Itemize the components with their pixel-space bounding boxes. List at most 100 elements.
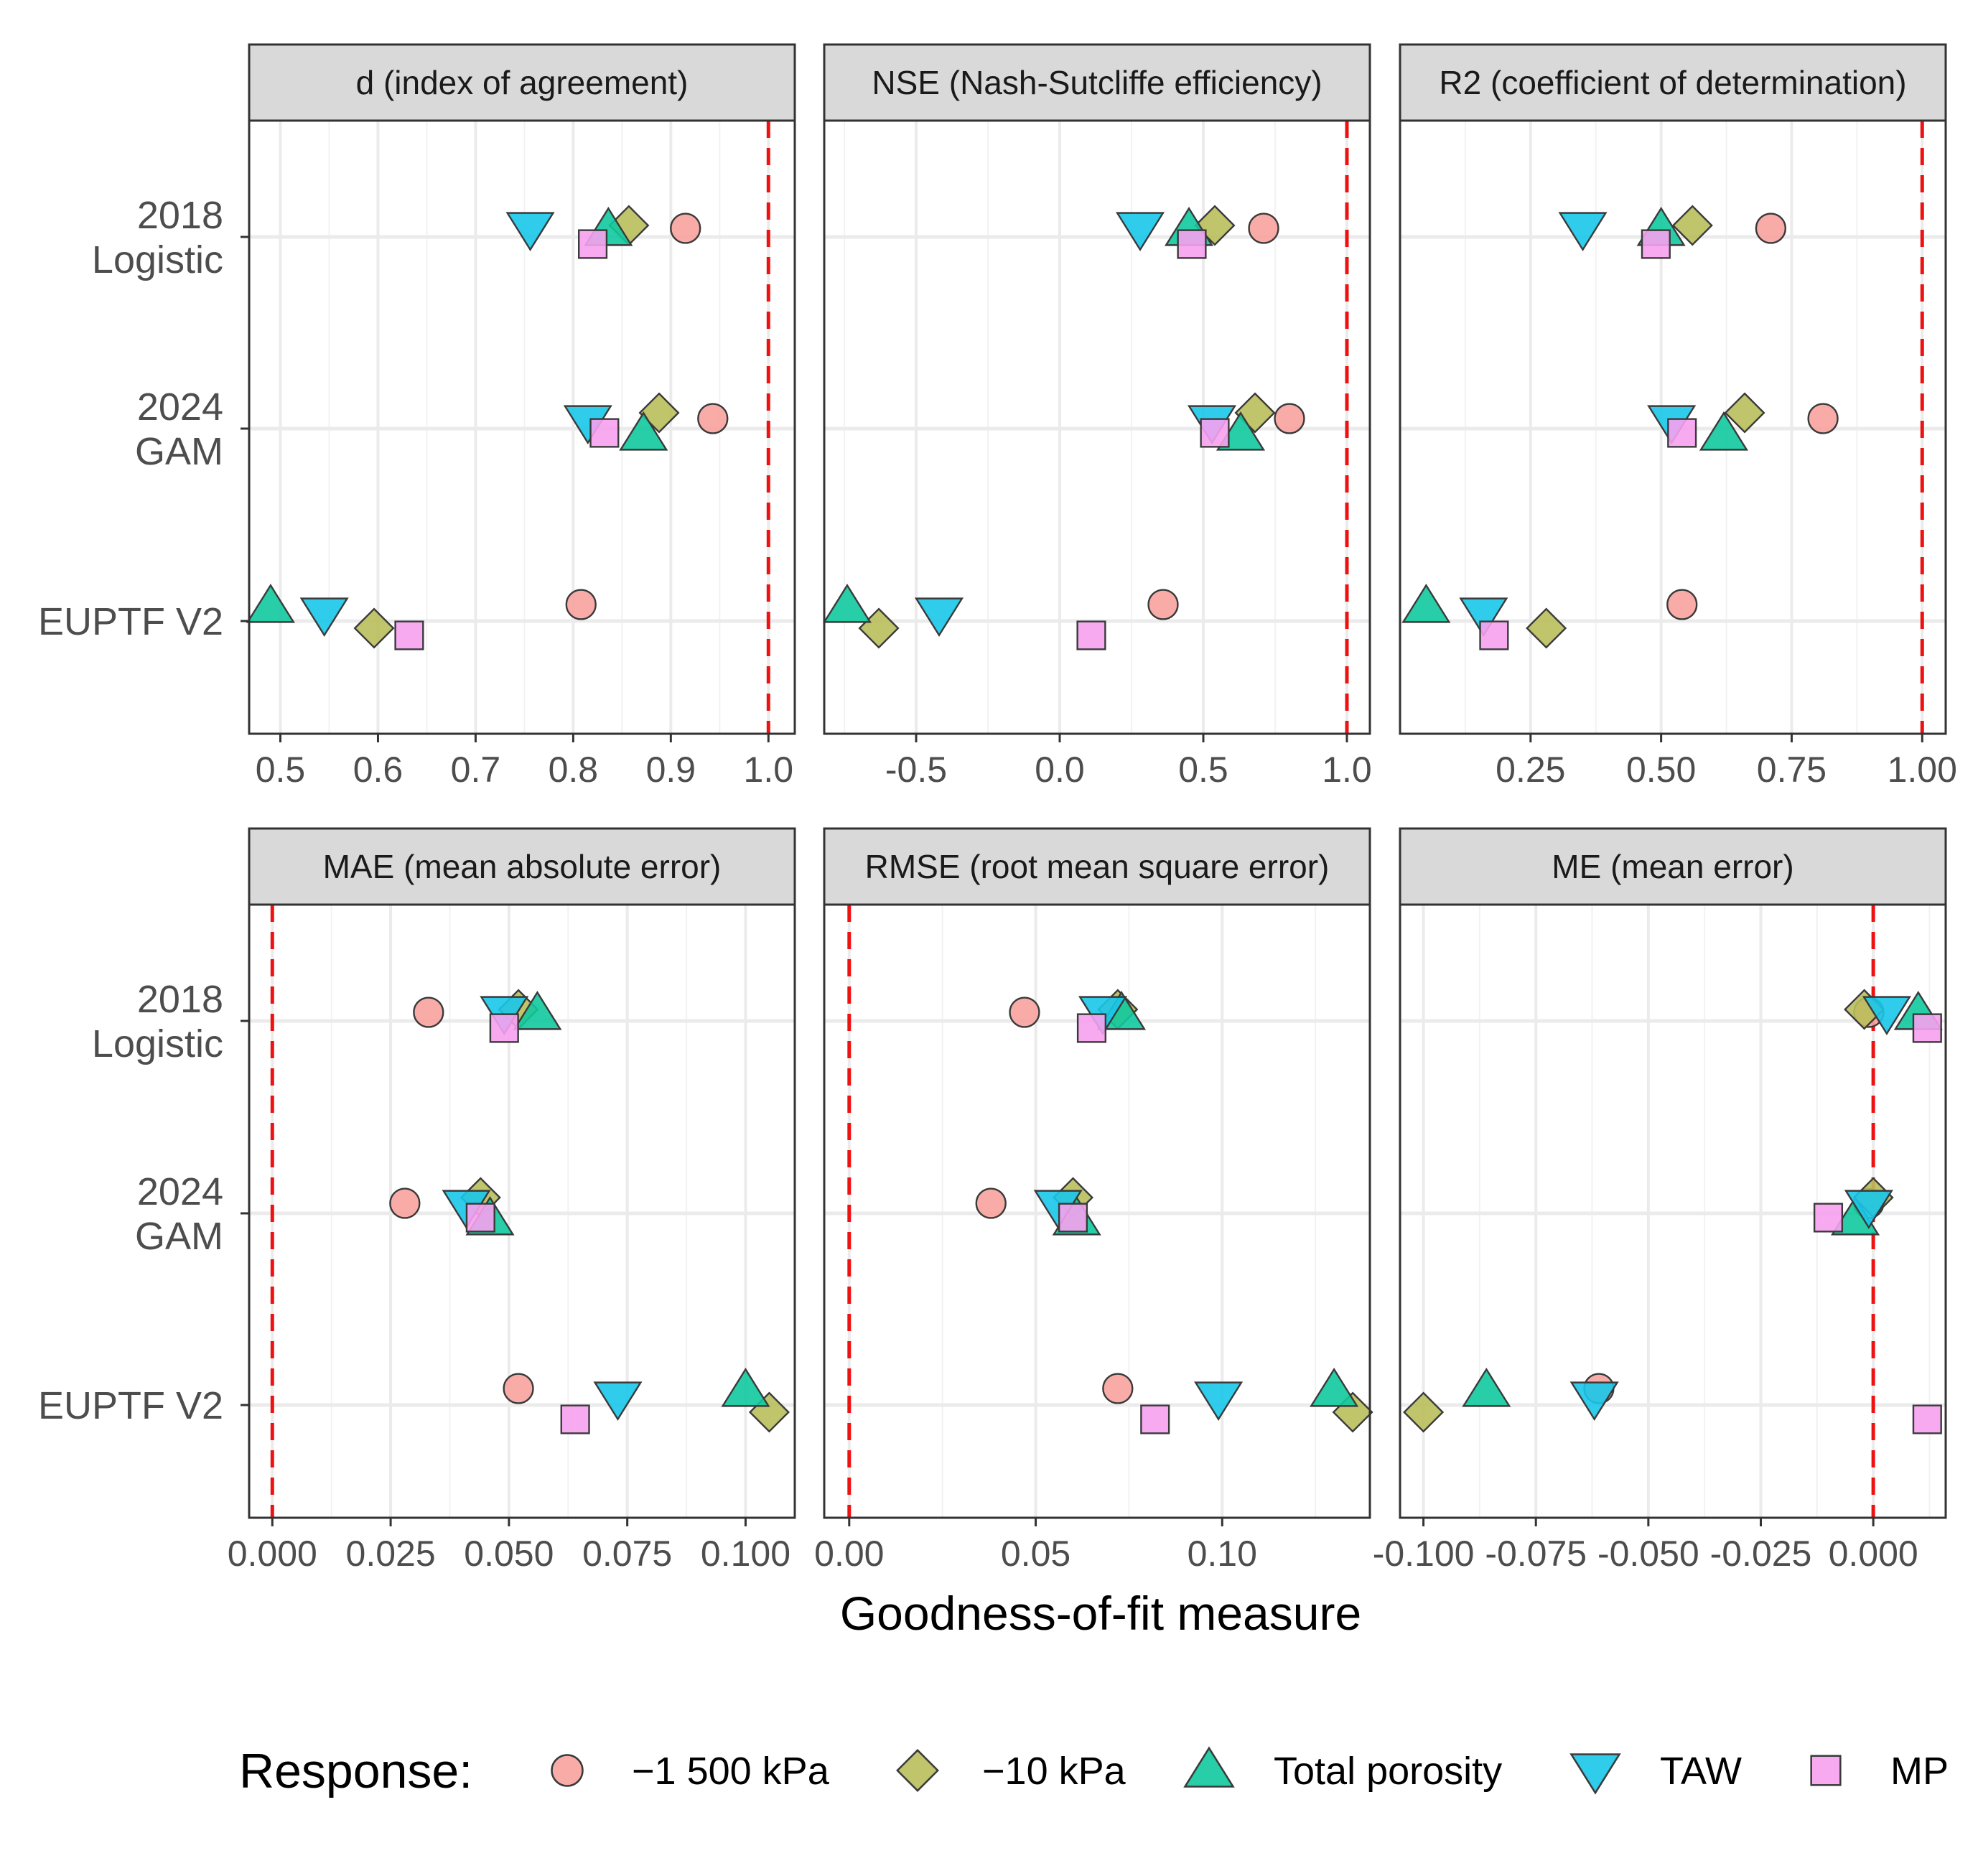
- point-1-500-kpa-1: [670, 213, 701, 244]
- panel-nse: NSE (Nash-Sutcliffe efficiency) -0.5 0.0 0.…: [822, 43, 1372, 790]
- point-taw-1: [505, 212, 555, 251]
- panel-d: d (index of agreement) 0.5 0.6 0.7 0.8 0.9 1.0…: [38, 43, 796, 790]
- point-1-500-kpa-2: [1274, 403, 1305, 434]
- panel-border: [823, 903, 1371, 1519]
- point-total-porosity-3: [1310, 1368, 1359, 1407]
- panel-strip: [1399, 827, 1947, 906]
- point-total-porosity-3: [246, 584, 295, 623]
- legend-label: MP: [1890, 1750, 1949, 1793]
- x-tick-label: 0.00: [814, 1534, 884, 1574]
- point-mp-3: [1140, 1404, 1170, 1434]
- point-mp-3: [1076, 620, 1106, 650]
- point-mp-1: [1641, 229, 1671, 259]
- point-total-porosity-1: [513, 991, 562, 1030]
- x-tick-label: 0.000: [1829, 1534, 1918, 1574]
- panel-title: MAE (mean absolute error): [323, 848, 722, 885]
- panel-title: RMSE (root mean square error): [865, 848, 1330, 885]
- x-tick-label: 0.5: [1178, 750, 1228, 790]
- legend-key-10-kpa: [896, 1749, 939, 1792]
- panel-r2: R2 (coefficient of determination) 0.25 0.5…: [1399, 43, 1957, 790]
- point-1-500-kpa-3: [1666, 589, 1698, 620]
- x-tick-label: 0.9: [646, 750, 696, 790]
- legend-label: Total porosity: [1274, 1750, 1502, 1793]
- point-1-500-kpa-3: [503, 1373, 534, 1404]
- legend-key-total-porosity: [1183, 1746, 1235, 1788]
- point-10-kpa-2: [638, 392, 680, 434]
- x-tick-label: 0.025: [346, 1534, 436, 1574]
- point-1-500-kpa-2: [697, 403, 729, 434]
- point-1-500-kpa-1: [413, 997, 444, 1028]
- legend-key-mp: [1810, 1755, 1842, 1786]
- panel-me: ME (mean error) -0.100 -0.075 -0.050 -0.025 0…: [1373, 827, 1947, 1574]
- point-mp-2: [1058, 1203, 1088, 1233]
- point-10-kpa-2: [1724, 392, 1765, 434]
- point-1-500-kpa-1: [1248, 213, 1279, 244]
- point-taw-3: [1569, 1381, 1619, 1421]
- point-mp-2: [465, 1203, 495, 1233]
- panel-strip: [248, 827, 796, 906]
- legend-label: −1 500 kPa: [632, 1750, 830, 1793]
- point-taw-3: [299, 597, 349, 637]
- x-tick-label: 0.050: [464, 1534, 554, 1574]
- panel-border: [1399, 903, 1947, 1519]
- legend-item-mp: MP: [1810, 1750, 1949, 1793]
- x-tick-label: 0.50: [1626, 750, 1696, 790]
- point-mp-3: [1912, 1404, 1942, 1434]
- point-mp-2: [1667, 418, 1697, 448]
- point-10-kpa-1: [1671, 205, 1713, 246]
- x-tick-label: 0.5: [256, 750, 306, 790]
- x-tick-label: 0.0: [1035, 750, 1085, 790]
- y-tick-label: 2018 Logistic: [92, 978, 223, 1065]
- point-total-porosity-2: [619, 411, 668, 451]
- point-total-porosity-3: [822, 584, 872, 623]
- y-tick-label: 2018 Logistic: [92, 194, 223, 281]
- panel-title: ME (mean error): [1552, 848, 1793, 885]
- point-mp-3: [1479, 620, 1509, 650]
- point-total-porosity-3: [1401, 584, 1451, 623]
- point-mp-2: [1200, 418, 1230, 448]
- point-1-500-kpa-3: [1147, 589, 1179, 620]
- legend-key-taw: [1569, 1753, 1621, 1795]
- x-tick-label: 1.0: [1322, 750, 1372, 790]
- x-tick-label: -0.025: [1710, 1534, 1812, 1574]
- point-1-500-kpa-3: [1102, 1373, 1134, 1404]
- panel-title: R2 (coefficient of determination): [1439, 64, 1906, 101]
- legend-item-10-kpa: −10 kPa: [896, 1749, 1126, 1793]
- point-mp-2: [1813, 1203, 1844, 1233]
- point-mp-1: [1076, 1013, 1107, 1043]
- legend-label: TAW: [1660, 1750, 1742, 1793]
- panel-strip: [823, 43, 1371, 122]
- x-axis-title: Goodness-of-fit measure: [840, 1587, 1361, 1640]
- point-mp-1: [489, 1013, 519, 1043]
- y-tick-label: 2024 GAM: [135, 1170, 223, 1258]
- panel-title: d (index of agreement): [356, 64, 689, 101]
- panel-strip: [823, 827, 1371, 906]
- y-tick-label: EUPTF V2: [38, 600, 223, 643]
- point-mp-3: [560, 1404, 590, 1434]
- point-total-porosity-3: [1462, 1368, 1511, 1407]
- x-tick-label: 0.000: [228, 1534, 317, 1574]
- point-total-porosity-3: [721, 1368, 770, 1407]
- y-tick-label: 2024 GAM: [135, 386, 223, 473]
- point-mp-1: [1177, 229, 1207, 259]
- panel-border: [248, 903, 796, 1519]
- point-mp-3: [394, 620, 424, 650]
- x-tick-label: 0.10: [1188, 1534, 1257, 1574]
- panel-title: NSE (Nash-Sutcliffe efficiency): [872, 64, 1322, 101]
- legend-key-1-500-kpa: [551, 1754, 584, 1787]
- point-1-500-kpa-2: [389, 1187, 421, 1219]
- x-tick-label: -0.050: [1597, 1534, 1699, 1574]
- x-tick-label: 0.8: [549, 750, 599, 790]
- point-10-kpa-3: [1526, 607, 1567, 649]
- point-taw-1: [1115, 212, 1165, 251]
- y-tick-label: EUPTF V2: [38, 1384, 223, 1427]
- x-tick-label: 0.05: [1001, 1534, 1070, 1574]
- point-1-500-kpa-2: [975, 1187, 1007, 1219]
- point-1-500-kpa-1: [1755, 213, 1787, 244]
- panel-rmse: RMSE (root mean square error) 0.00 0.05 0.1…: [814, 827, 1373, 1574]
- legend-item-1-500-kpa: −1 500 kPa: [551, 1750, 830, 1793]
- x-tick-label: -0.100: [1373, 1534, 1475, 1574]
- legend-label: −10 kPa: [982, 1750, 1126, 1793]
- x-tick-label: 0.25: [1496, 750, 1565, 790]
- x-tick-label: 0.75: [1757, 750, 1827, 790]
